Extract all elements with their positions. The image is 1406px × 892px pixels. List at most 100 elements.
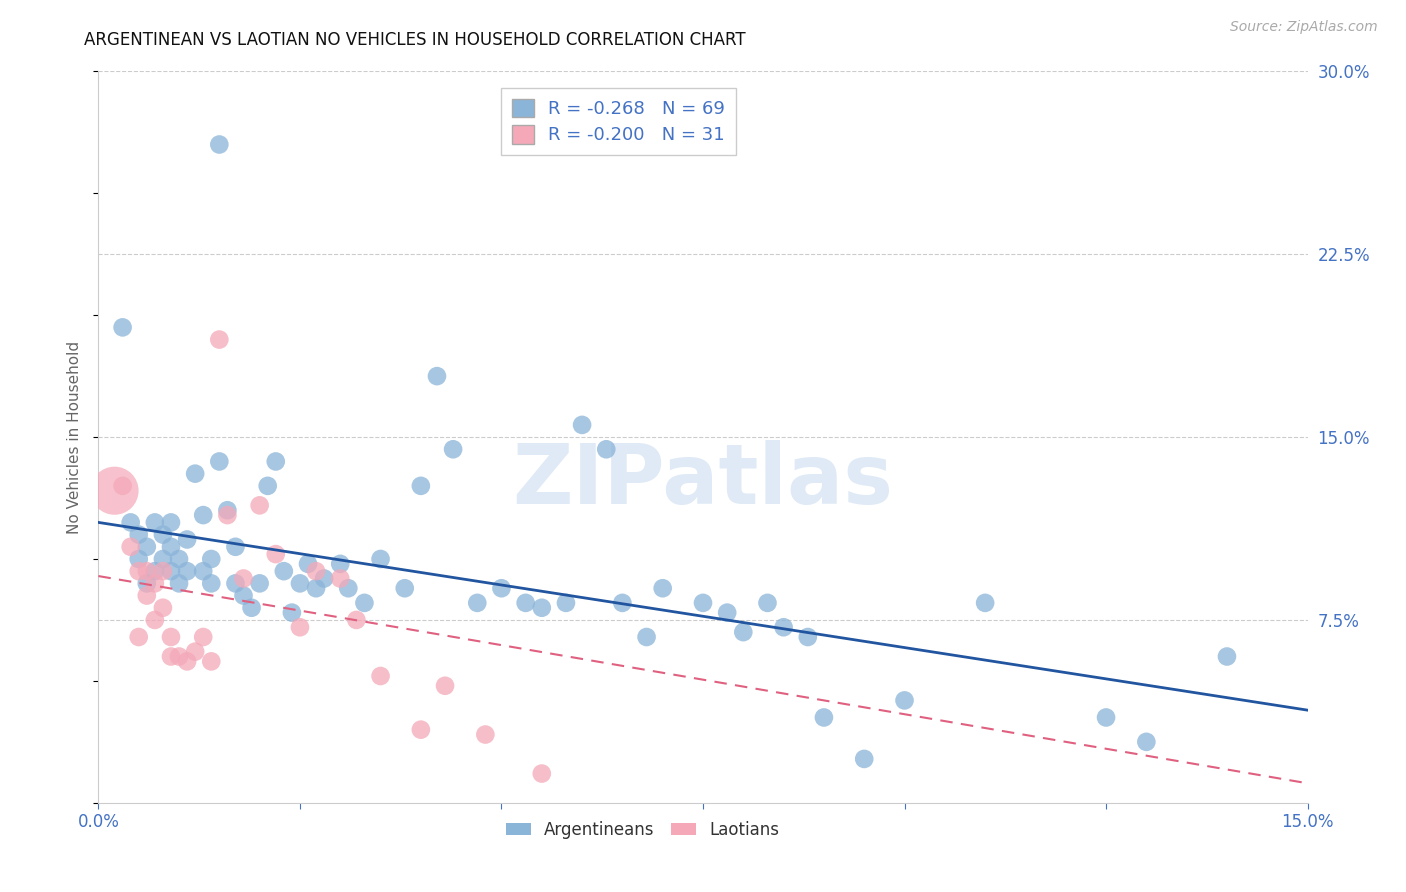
Point bbox=[394, 581, 416, 595]
Point bbox=[143, 516, 166, 530]
Point bbox=[160, 540, 183, 554]
Point bbox=[208, 333, 231, 347]
Point bbox=[240, 600, 263, 615]
Point bbox=[571, 417, 593, 432]
Point bbox=[200, 654, 222, 668]
Point bbox=[135, 589, 157, 603]
Point bbox=[1216, 649, 1239, 664]
Point bbox=[370, 669, 392, 683]
Point bbox=[329, 572, 352, 586]
Point bbox=[337, 581, 360, 595]
Point bbox=[120, 516, 142, 530]
Point bbox=[530, 766, 553, 780]
Point bbox=[281, 606, 304, 620]
Point bbox=[160, 564, 183, 578]
Point bbox=[305, 581, 328, 595]
Point bbox=[176, 654, 198, 668]
Point bbox=[465, 596, 488, 610]
Point bbox=[224, 540, 246, 554]
Point bbox=[273, 564, 295, 578]
Point bbox=[733, 625, 755, 640]
Text: ARGENTINEAN VS LAOTIAN NO VEHICLES IN HOUSEHOLD CORRELATION CHART: ARGENTINEAN VS LAOTIAN NO VEHICLES IN HO… bbox=[84, 31, 747, 49]
Point bbox=[135, 564, 157, 578]
Point bbox=[530, 600, 553, 615]
Point bbox=[441, 442, 464, 457]
Point bbox=[167, 649, 190, 664]
Point bbox=[409, 723, 432, 737]
Point bbox=[893, 693, 915, 707]
Point bbox=[1135, 735, 1157, 749]
Point bbox=[249, 499, 271, 513]
Point bbox=[128, 564, 150, 578]
Point bbox=[176, 533, 198, 547]
Text: ZIPatlas: ZIPatlas bbox=[513, 441, 893, 522]
Point bbox=[111, 320, 134, 334]
Point bbox=[208, 454, 231, 468]
Point bbox=[716, 606, 738, 620]
Point bbox=[1095, 710, 1118, 724]
Point bbox=[595, 442, 617, 457]
Point bbox=[813, 710, 835, 724]
Point bbox=[217, 508, 239, 522]
Point bbox=[111, 479, 134, 493]
Point bbox=[160, 630, 183, 644]
Point bbox=[217, 503, 239, 517]
Text: Source: ZipAtlas.com: Source: ZipAtlas.com bbox=[1230, 20, 1378, 34]
Point bbox=[370, 552, 392, 566]
Point bbox=[232, 572, 254, 586]
Point bbox=[152, 600, 174, 615]
Point bbox=[756, 596, 779, 610]
Point bbox=[160, 516, 183, 530]
Y-axis label: No Vehicles in Household: No Vehicles in Household bbox=[67, 341, 83, 533]
Point bbox=[232, 589, 254, 603]
Point bbox=[200, 552, 222, 566]
Point bbox=[135, 576, 157, 591]
Point bbox=[797, 630, 820, 644]
Point bbox=[135, 540, 157, 554]
Point bbox=[305, 564, 328, 578]
Point bbox=[176, 564, 198, 578]
Point bbox=[184, 645, 207, 659]
Point bbox=[224, 576, 246, 591]
Point bbox=[692, 596, 714, 610]
Point bbox=[193, 564, 215, 578]
Point bbox=[515, 596, 537, 610]
Point bbox=[288, 576, 311, 591]
Point bbox=[152, 552, 174, 566]
Point bbox=[651, 581, 673, 595]
Point bbox=[208, 137, 231, 152]
Point bbox=[167, 552, 190, 566]
Point bbox=[249, 576, 271, 591]
Point bbox=[193, 508, 215, 522]
Point bbox=[143, 576, 166, 591]
Point bbox=[120, 540, 142, 554]
Point bbox=[555, 596, 578, 610]
Point bbox=[426, 369, 449, 384]
Point bbox=[160, 649, 183, 664]
Legend: Argentineans, Laotians: Argentineans, Laotians bbox=[499, 814, 786, 846]
Point bbox=[128, 527, 150, 541]
Point bbox=[491, 581, 513, 595]
Point bbox=[152, 564, 174, 578]
Point bbox=[128, 630, 150, 644]
Point bbox=[314, 572, 336, 586]
Point bbox=[344, 613, 367, 627]
Point bbox=[167, 576, 190, 591]
Point bbox=[264, 547, 287, 561]
Point bbox=[264, 454, 287, 468]
Point bbox=[128, 552, 150, 566]
Point bbox=[152, 527, 174, 541]
Point bbox=[256, 479, 278, 493]
Point bbox=[288, 620, 311, 634]
Point bbox=[103, 483, 125, 498]
Point bbox=[353, 596, 375, 610]
Point bbox=[974, 596, 997, 610]
Point bbox=[184, 467, 207, 481]
Point bbox=[193, 630, 215, 644]
Point bbox=[474, 727, 496, 741]
Point bbox=[612, 596, 634, 610]
Point bbox=[200, 576, 222, 591]
Point bbox=[434, 679, 457, 693]
Point bbox=[143, 564, 166, 578]
Point bbox=[636, 630, 658, 644]
